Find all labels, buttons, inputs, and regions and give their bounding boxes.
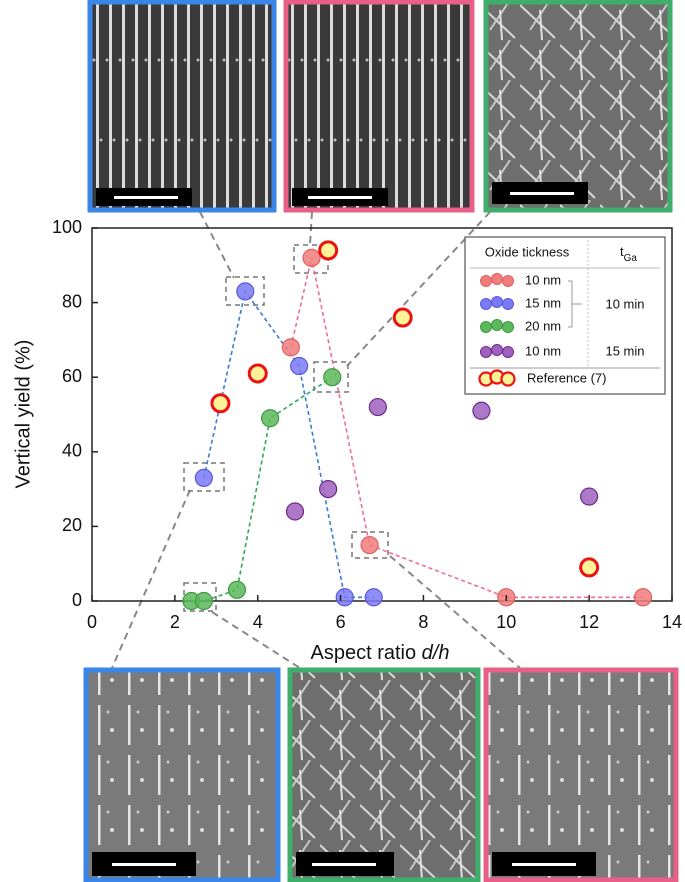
x-tick-label: 8 bbox=[418, 612, 428, 632]
legend-marker bbox=[502, 298, 514, 310]
x-tick-label: 0 bbox=[87, 612, 97, 632]
y-tick-label: 20 bbox=[62, 515, 82, 535]
data-point bbox=[368, 397, 387, 417]
data-point bbox=[633, 588, 653, 607]
data-point bbox=[261, 409, 280, 428]
data-point bbox=[323, 368, 342, 387]
data-point bbox=[281, 338, 300, 357]
data-point bbox=[579, 557, 600, 578]
sem-image bbox=[283, 0, 475, 213]
legend-marker bbox=[491, 296, 503, 308]
data-point bbox=[335, 588, 354, 607]
legend-marker bbox=[491, 319, 503, 331]
x-tick-label: 10 bbox=[496, 612, 516, 632]
data-point bbox=[236, 282, 255, 301]
legend-marker bbox=[502, 275, 514, 287]
legend-marker bbox=[502, 346, 514, 358]
data-point bbox=[290, 356, 309, 376]
y-tick-label: 80 bbox=[62, 291, 82, 311]
data-point bbox=[360, 535, 379, 555]
y-axis-label: Vertical yield (%) bbox=[12, 340, 34, 489]
series-marks bbox=[182, 240, 653, 611]
data-point bbox=[472, 401, 491, 420]
legend-label: 20 nm bbox=[525, 318, 561, 333]
y-tick-label: 100 bbox=[52, 217, 82, 237]
series-line bbox=[203, 289, 374, 599]
legend-time-header-sub: Ga bbox=[624, 253, 638, 264]
sem-image bbox=[83, 667, 281, 882]
legend-header: Oxide tickness bbox=[485, 244, 570, 259]
y-tick-label: 60 bbox=[62, 366, 82, 386]
legend-bracket bbox=[568, 280, 582, 328]
x-tick-label: 6 bbox=[336, 612, 346, 632]
series-line bbox=[290, 257, 643, 599]
legend-time: 15 min bbox=[605, 343, 644, 358]
sem-image bbox=[483, 667, 679, 882]
sem-image bbox=[483, 0, 673, 213]
legend-label: Reference (7) bbox=[527, 370, 606, 385]
data-point bbox=[227, 580, 247, 599]
x-tick-label: 2 bbox=[170, 612, 180, 632]
x-axis-label-text: Aspect ratio bbox=[311, 642, 417, 664]
data-point bbox=[318, 240, 339, 261]
legend-label: 10 nm bbox=[525, 272, 561, 287]
x-axis-label: Aspect ratio d/h bbox=[311, 642, 450, 664]
legend-time-header-text: t bbox=[620, 244, 624, 259]
data-point bbox=[392, 307, 413, 328]
legend-items: 10 nm 15 nm 20 nm 10 nm Reference (7) bbox=[478, 272, 606, 387]
sem-insets bbox=[83, 0, 679, 882]
x-tick-label: 14 bbox=[662, 612, 682, 632]
legend-marker bbox=[502, 321, 514, 333]
legend-marker bbox=[491, 273, 503, 285]
legend-time: 10 min bbox=[605, 296, 644, 311]
data-point bbox=[285, 502, 305, 521]
axes: 0 2 4 6 8 10 12 14 0 20 40 60 80 100 bbox=[52, 217, 682, 632]
sem-image bbox=[287, 667, 481, 882]
legend-label: 10 nm bbox=[525, 343, 561, 358]
data-point bbox=[210, 393, 231, 414]
data-point bbox=[302, 248, 321, 267]
legend-time-header: tGa bbox=[620, 244, 637, 263]
x-tick-label: 12 bbox=[579, 612, 599, 632]
data-point bbox=[194, 591, 213, 611]
legend-label: 15 nm bbox=[525, 295, 561, 310]
legend-marker bbox=[491, 344, 503, 356]
legend-marker bbox=[500, 371, 516, 387]
data-point bbox=[319, 480, 338, 499]
series-line bbox=[191, 376, 333, 602]
legend-marker bbox=[480, 298, 492, 310]
legend-marker bbox=[480, 275, 492, 287]
x-axis-label-var: d/h bbox=[422, 642, 450, 664]
legend-marker bbox=[480, 321, 492, 333]
y-tick-label: 0 bbox=[72, 590, 82, 610]
data-point bbox=[580, 487, 599, 506]
legend-marker bbox=[480, 346, 492, 358]
y-tick-label: 40 bbox=[62, 441, 82, 461]
data-point bbox=[364, 588, 383, 607]
sem-image bbox=[87, 0, 277, 213]
connectors bbox=[111, 211, 521, 669]
x-tick-label: 4 bbox=[253, 612, 263, 632]
data-point bbox=[247, 363, 268, 384]
legend: Oxide tickness tGa 10 min 15 min 10 nm 15… bbox=[464, 236, 666, 395]
data-point bbox=[194, 468, 213, 488]
